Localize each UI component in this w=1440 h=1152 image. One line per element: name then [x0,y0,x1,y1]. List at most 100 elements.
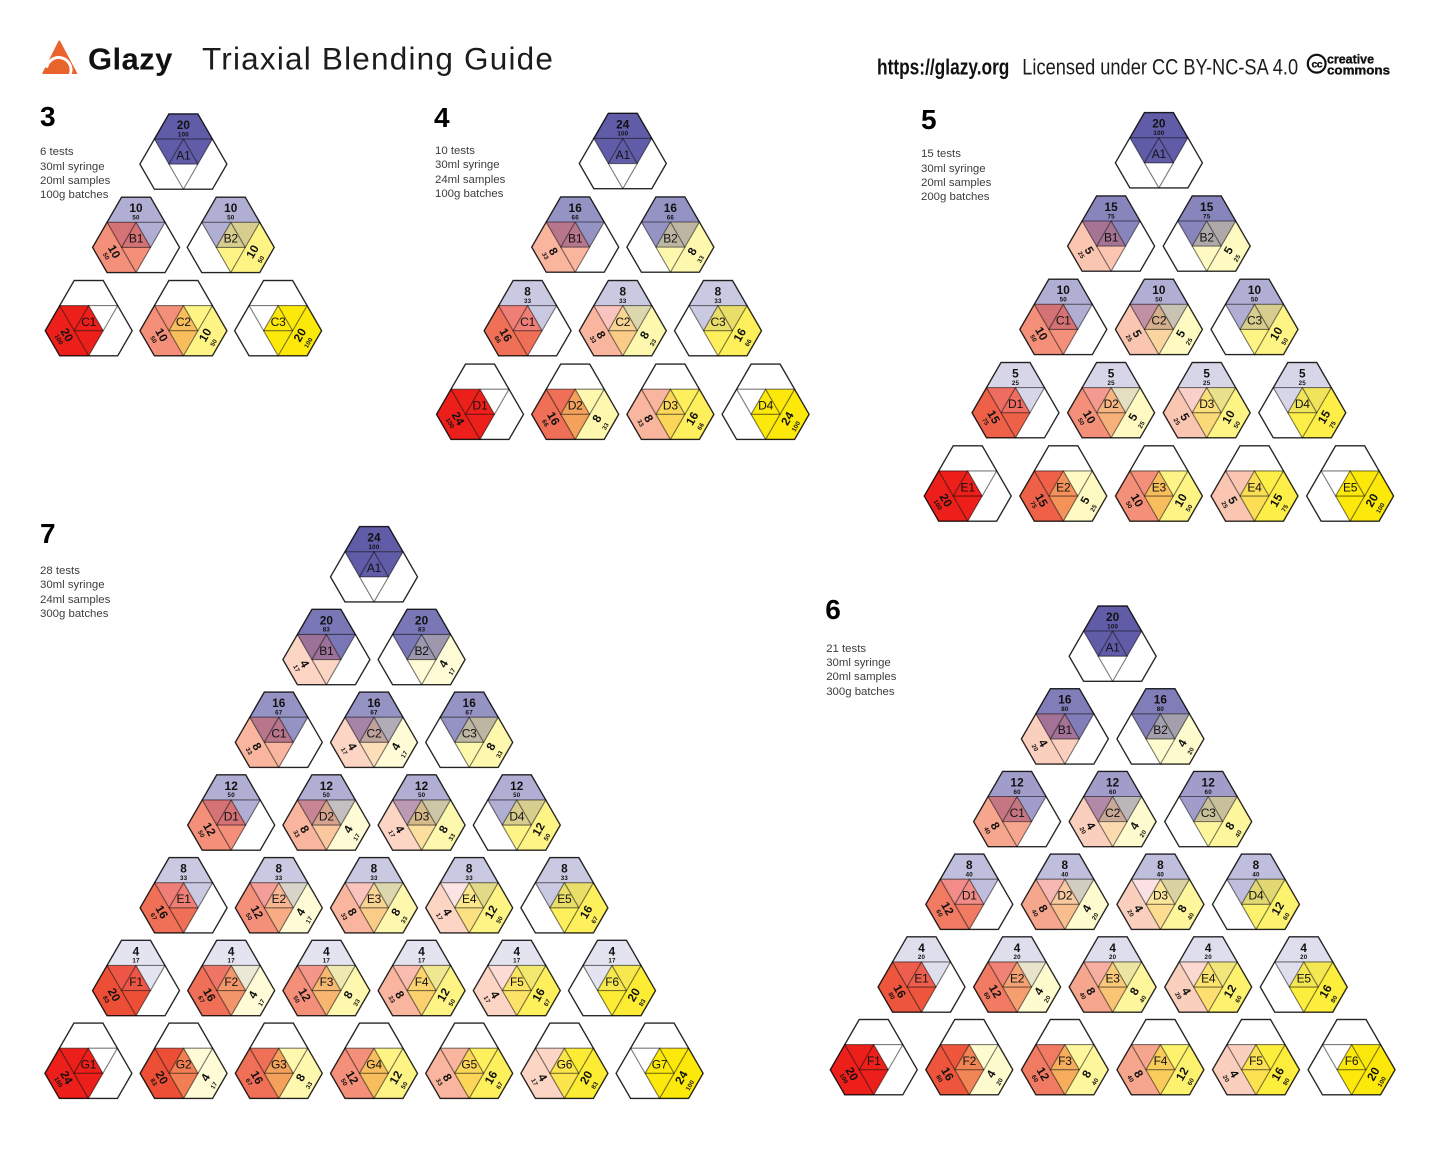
svg-text:C2: C2 [1151,314,1166,328]
svg-text:83: 83 [323,627,331,634]
svg-text:B2: B2 [1200,230,1215,244]
svg-text:12: 12 [482,902,501,921]
svg-text:Glazy: Glazy [88,41,173,76]
svg-text:16: 16 [367,696,381,710]
svg-text:100: 100 [303,336,315,349]
svg-text:C1: C1 [1010,806,1025,820]
svg-text:20: 20 [1186,746,1196,756]
svg-text:24: 24 [367,531,381,545]
svg-text:60: 60 [934,909,944,919]
svg-text:Triaxial Blending Guide: Triaxial Blending Guide [202,40,554,76]
svg-text:50: 50 [448,998,458,1008]
svg-text:F1: F1 [867,1054,881,1068]
svg-text:20: 20 [1106,610,1120,624]
svg-text:12: 12 [320,779,334,793]
svg-text:10: 10 [152,326,171,345]
svg-text:60: 60 [1234,994,1244,1004]
svg-text:20: 20 [1125,909,1135,919]
svg-text:16: 16 [496,326,515,345]
svg-text:20: 20 [1139,829,1149,839]
svg-text:40: 40 [982,826,992,836]
svg-text:5: 5 [1012,367,1019,381]
svg-text:100: 100 [685,1079,697,1092]
svg-text:A1: A1 [1106,640,1121,654]
svg-text:33: 33 [370,875,378,882]
svg-text:60: 60 [1186,1077,1196,1087]
svg-text:50: 50 [339,1078,349,1088]
svg-text:17: 17 [513,958,521,965]
svg-text:67: 67 [543,998,553,1008]
svg-text:100: 100 [53,333,65,346]
svg-text:15: 15 [984,408,1003,427]
svg-text:25: 25 [1233,253,1243,263]
svg-text:100: 100 [1153,130,1164,137]
svg-text:25: 25 [1124,334,1134,344]
svg-text:50: 50 [1028,334,1038,344]
svg-text:E2: E2 [272,892,287,906]
svg-text:66: 66 [540,419,550,429]
svg-text:33: 33 [561,875,569,882]
svg-text:33: 33 [400,915,410,925]
svg-text:75: 75 [1107,213,1115,220]
svg-text:4: 4 [1109,941,1116,955]
svg-text:B1: B1 [568,231,583,245]
svg-text:C3: C3 [462,727,477,741]
svg-text:20: 20 [105,986,124,1005]
svg-text:50: 50 [513,792,521,799]
svg-text:33: 33 [291,829,301,839]
svg-text:C1: C1 [1056,314,1071,328]
svg-text:G3: G3 [271,1058,287,1072]
svg-text:80: 80 [886,991,896,1001]
svg-text:4: 4 [1300,941,1307,955]
svg-text:16: 16 [569,201,583,215]
svg-text:E2: E2 [1056,480,1071,494]
svg-text:12: 12 [1221,982,1240,1001]
svg-text:50: 50 [1060,297,1068,304]
svg-text:A1: A1 [176,148,191,162]
svg-text:33: 33 [386,995,396,1005]
svg-text:100: 100 [1377,1075,1389,1088]
svg-text:E4: E4 [1247,480,1262,494]
svg-text:16: 16 [1268,1064,1287,1083]
svg-text:40: 40 [966,871,974,878]
svg-text:8: 8 [1062,858,1069,872]
svg-text:100: 100 [1107,623,1118,630]
svg-text:16: 16 [152,903,171,922]
svg-text:80: 80 [1061,706,1069,713]
svg-text:20: 20 [1077,826,1087,836]
svg-text:66: 66 [696,421,706,431]
svg-text:67: 67 [590,915,600,925]
svg-text:33: 33 [601,421,611,431]
svg-text:8: 8 [180,862,187,876]
svg-text:50: 50 [1076,417,1086,427]
svg-text:B2: B2 [1153,723,1168,737]
svg-text:C1: C1 [271,727,286,741]
svg-text:B2: B2 [414,644,429,658]
svg-text:60: 60 [1205,789,1213,796]
svg-text:16: 16 [463,696,477,710]
svg-text:4: 4 [1205,941,1212,955]
svg-text:40: 40 [1077,991,1087,1001]
svg-text:16: 16 [938,1065,957,1084]
svg-text:17: 17 [305,915,315,925]
svg-text:E3: E3 [367,892,382,906]
svg-text:60: 60 [1030,1074,1040,1084]
svg-text:33: 33 [275,875,283,882]
svg-text:33: 33 [339,912,349,922]
svg-text:20: 20 [1205,954,1213,961]
svg-text:C3: C3 [271,315,286,329]
svg-text:83: 83 [148,1078,158,1088]
svg-text:D1: D1 [962,889,977,903]
svg-text:15: 15 [1104,200,1118,214]
svg-text:66: 66 [744,338,754,348]
svg-text:75: 75 [980,417,990,427]
svg-text:16: 16 [248,1068,267,1087]
svg-text:100: 100 [444,417,456,430]
svg-text:50: 50 [1251,297,1259,304]
svg-text:67: 67 [275,709,283,716]
svg-text:E4: E4 [462,892,477,906]
svg-text:12: 12 [529,820,548,839]
svg-text:G6: G6 [557,1058,573,1072]
svg-text:B1: B1 [1104,230,1119,244]
svg-text:24: 24 [616,117,630,131]
